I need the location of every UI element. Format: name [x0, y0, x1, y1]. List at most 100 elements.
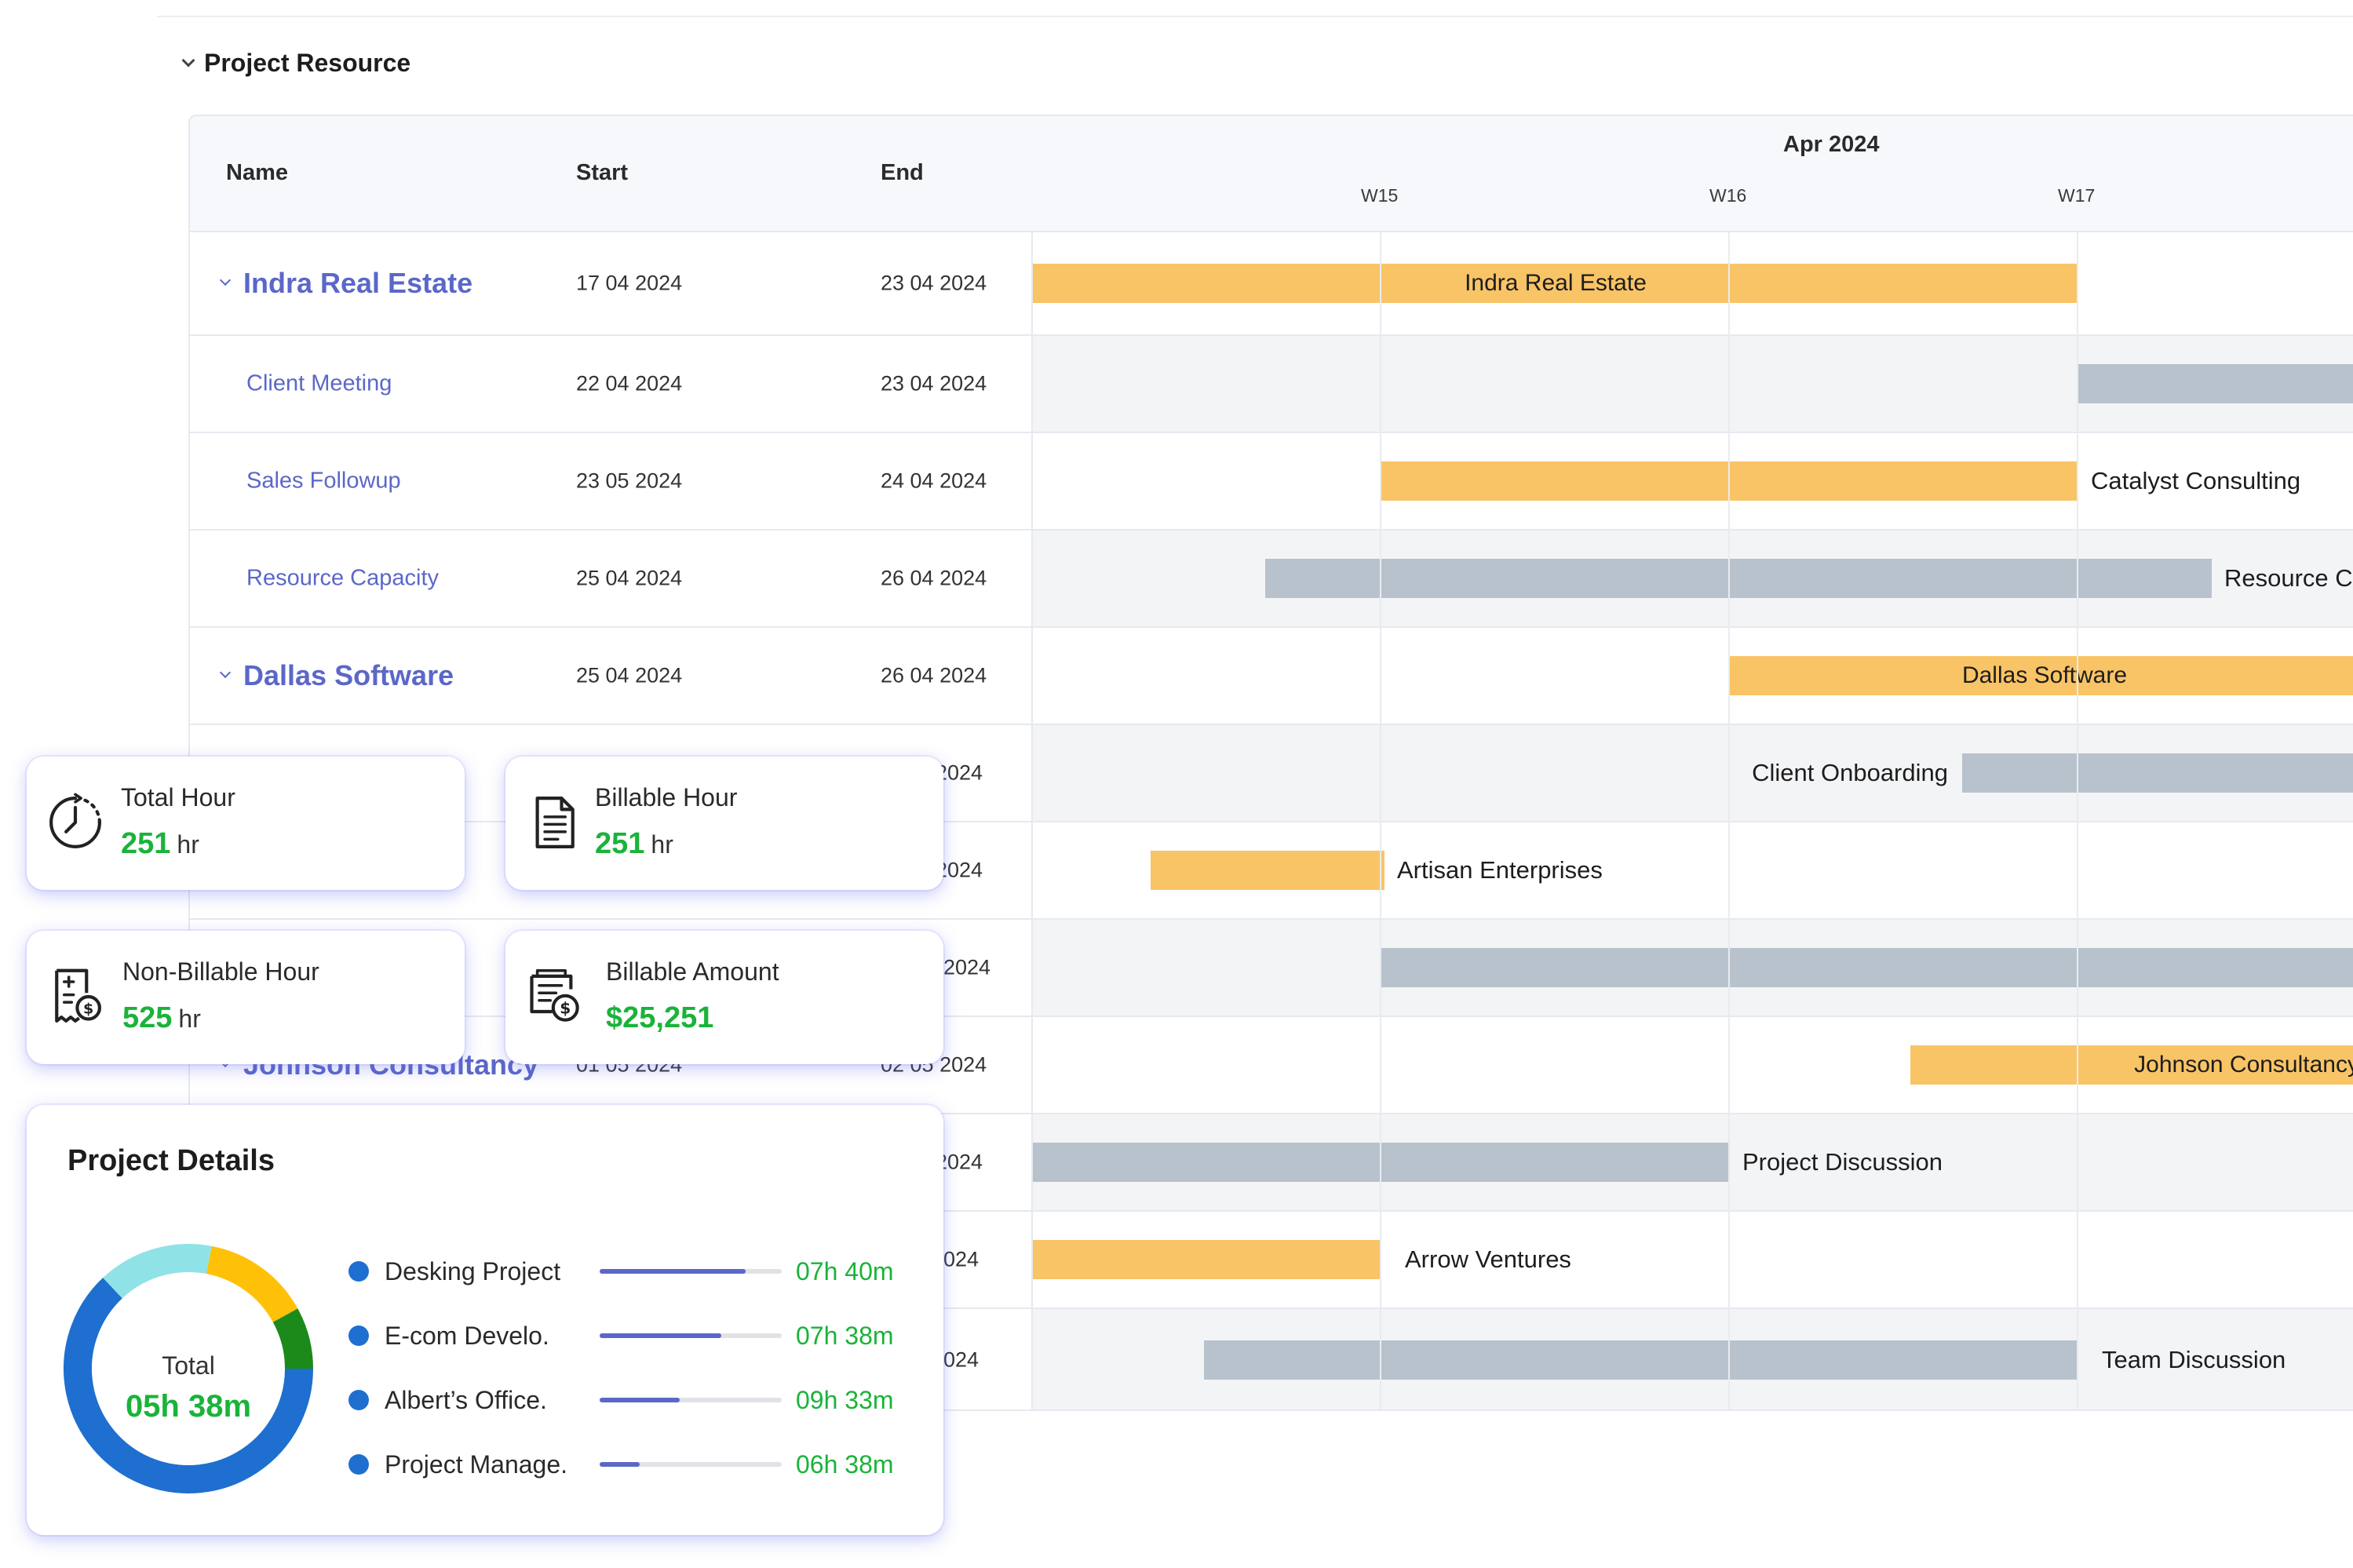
- end-date: 2024: [936, 760, 983, 785]
- gantt-bar[interactable]: [2077, 364, 2353, 403]
- donut-segment: [64, 1278, 313, 1493]
- total-time-donut: Total 05h 38m: [63, 1243, 336, 1516]
- donut-segment: [272, 1308, 313, 1369]
- project-list-item[interactable]: Desking Project 07h 40m: [348, 1256, 894, 1287]
- section-header[interactable]: Project Resource: [181, 49, 411, 78]
- project-name: Albert’s Office.: [385, 1385, 547, 1414]
- chevron-down-icon[interactable]: [181, 53, 195, 67]
- row-name-text: Resource Capacity: [246, 565, 439, 591]
- column-header-end[interactable]: End: [881, 160, 924, 185]
- stat-card-non-billable-hour: $ Non-Billable Hour 525 hr: [27, 931, 465, 1064]
- donut-segment: [206, 1245, 298, 1323]
- project-time: 07h 38m: [796, 1321, 894, 1350]
- end-date: 24 04 2024: [881, 469, 987, 493]
- row-name-text: Indra Real Estate: [243, 267, 473, 299]
- bar-label: Team Discussion: [2102, 1346, 2286, 1373]
- end-date: 2024: [936, 1150, 983, 1174]
- row-name-text: Dallas Software: [243, 659, 454, 691]
- start-date: 22 04 2024: [576, 371, 683, 396]
- row-name-text: Client Meeting: [246, 370, 392, 396]
- invoice-dollar-icon: $: [530, 968, 579, 1022]
- clock-icon: [49, 793, 101, 848]
- gantt-bar[interactable]: [1265, 559, 2212, 598]
- timeline-divider: [1031, 232, 1033, 1409]
- project-details-title: Project Details: [67, 1144, 275, 1177]
- bar-label: Artisan Enterprises: [1397, 856, 1603, 884]
- table-row[interactable]: Indra Real Estate 17 04 2024 23 04 2024 Ind…: [190, 232, 2353, 336]
- task-name[interactable]: Client Meeting: [246, 371, 392, 397]
- project-name[interactable]: Indra Real Estate: [219, 267, 473, 300]
- stat-label: Non-Billable Hour: [122, 957, 319, 986]
- section-title: Project Resource: [204, 49, 411, 77]
- donut-total-label: Total: [162, 1351, 215, 1380]
- gantt-bar[interactable]: Dallas Software: [1730, 656, 2353, 695]
- timeline-week-w15: W15: [1361, 185, 1399, 206]
- table-row[interactable]: Sales Followup 23 05 2024 24 04 2024 Cataly…: [190, 433, 2353, 531]
- stat-value: $25,251: [606, 1001, 714, 1034]
- legend-dot: [348, 1390, 369, 1410]
- gantt-bar[interactable]: Indra Real Estate: [1033, 264, 2078, 303]
- end-date: 26 04 2024: [881, 566, 987, 590]
- bar-label: Johnson Consultancy: [2134, 1052, 2353, 1078]
- progress-fill: [600, 1398, 680, 1402]
- stat-label: Total Hour: [121, 783, 235, 811]
- task-name[interactable]: Sales Followup: [246, 469, 401, 494]
- legend-dot: [348, 1261, 369, 1282]
- gantt-bar[interactable]: [1381, 461, 2078, 501]
- timeline-month: Apr 2024: [1783, 132, 1880, 157]
- table-row[interactable]: Dallas Software 25 04 2024 26 04 2024 Dalla…: [190, 628, 2353, 725]
- end-date: 024: [943, 1347, 980, 1372]
- project-name[interactable]: Dallas Software: [219, 659, 454, 692]
- stat-label: Billable Amount: [606, 957, 779, 986]
- table-row[interactable]: 024 Team Discussion: [190, 1309, 2353, 1409]
- stat-label: Billable Hour: [595, 783, 738, 811]
- progress-track: [600, 1462, 782, 1467]
- gantt-bar[interactable]: Johnson Consultancy: [1910, 1045, 2353, 1085]
- table-row[interactable]: Resource Capacity 25 04 2024 26 04 2024 Res…: [190, 531, 2353, 628]
- gantt-bar[interactable]: [1033, 1240, 1381, 1279]
- gantt-bar[interactable]: [1033, 1143, 1730, 1182]
- gantt-bar[interactable]: [1962, 753, 2353, 793]
- bar-label: Resource C: [2224, 564, 2353, 592]
- bar-label: Arrow Ventures: [1405, 1245, 1571, 1273]
- end-date: 2024: [936, 858, 983, 882]
- svg-text:$: $: [83, 1000, 93, 1017]
- table-row[interactable]: 2024 Project Discussion: [190, 1114, 2353, 1212]
- stat-value: 525 hr: [122, 1001, 201, 1034]
- column-header-start[interactable]: Start: [576, 160, 629, 185]
- progress-track: [600, 1333, 782, 1338]
- gantt-bar[interactable]: [1204, 1340, 2078, 1380]
- stat-card-billable-hour: Billable Hour 251 hr: [505, 757, 943, 890]
- project-list-item[interactable]: Project Manage. 06h 38m: [348, 1449, 894, 1480]
- end-date: 26 04 2024: [881, 663, 987, 687]
- table-row[interactable]: 024 Arrow Ventures: [190, 1212, 2353, 1309]
- chevron-down-icon[interactable]: [219, 666, 232, 679]
- chevron-down-icon[interactable]: [219, 274, 232, 286]
- timeline-week-w17: W17: [2058, 185, 2096, 206]
- table-row[interactable]: er2024: [190, 920, 2353, 1017]
- gantt-bar[interactable]: [1381, 948, 2353, 987]
- project-list-item[interactable]: Albert’s Office. 09h 33m: [348, 1384, 894, 1416]
- progress-fill: [600, 1333, 722, 1338]
- svg-text:$: $: [560, 998, 571, 1017]
- start-date: 25 04 2024: [576, 663, 683, 687]
- stat-value: 251 hr: [595, 827, 673, 860]
- bar-label: Project Discussion: [1742, 1148, 1943, 1176]
- project-list-item[interactable]: E-com Develo. 07h 38m: [348, 1320, 894, 1351]
- start-date: 23 05 2024: [576, 469, 683, 493]
- table-row[interactable]: 2024 Artisan Enterprises: [190, 822, 2353, 920]
- bar-label: Catalyst Consulting: [2091, 467, 2301, 494]
- legend-dot: [348, 1454, 369, 1475]
- project-time: 07h 40m: [796, 1256, 894, 1285]
- receipt-dollar-icon: $: [55, 968, 101, 1023]
- week-gridline: [1380, 232, 1381, 1409]
- task-name[interactable]: Resource Capacity: [246, 566, 439, 592]
- progress-track: [600, 1269, 782, 1274]
- donut-total-value: 05h 38m: [125, 1389, 252, 1424]
- table-row[interactable]: Client Meeting 22 04 2024 23 04 2024: [190, 336, 2353, 433]
- table-row[interactable]: 2024 Client Onboarding: [190, 725, 2353, 822]
- column-header-name[interactable]: Name: [226, 160, 288, 185]
- grid-header: Name Start End Apr 2024 W15 W16 W17: [190, 116, 2353, 232]
- row-name-text: Sales Followup: [246, 468, 401, 494]
- gantt-bar[interactable]: [1151, 851, 1384, 890]
